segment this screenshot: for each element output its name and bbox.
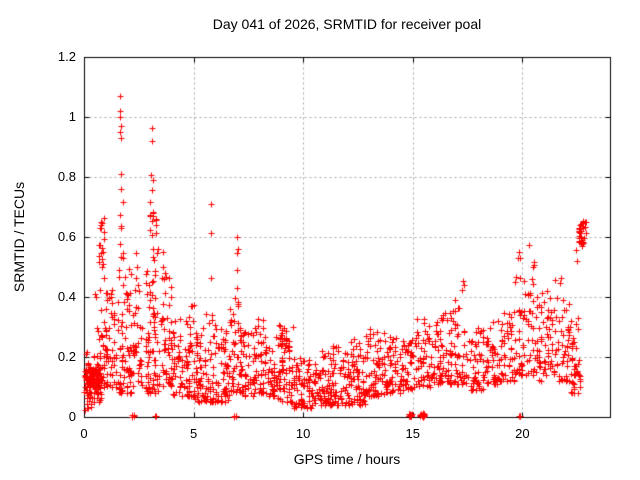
y-tick-label: 0 bbox=[68, 409, 76, 424]
y-tick-label: 1.2 bbox=[57, 49, 76, 64]
y-tick-label: 0.4 bbox=[57, 289, 76, 304]
x-tick-label: 5 bbox=[189, 426, 198, 441]
x-tick-label: 0 bbox=[80, 426, 88, 441]
x-axis-label: GPS time / hours bbox=[293, 451, 401, 467]
chart-title: Day 041 of 2026, SRMTID for receiver poa… bbox=[212, 16, 482, 32]
y-tick-label: 1 bbox=[68, 109, 76, 124]
x-tick-label: 15 bbox=[405, 426, 420, 441]
y-tick-label: 0.8 bbox=[57, 169, 76, 184]
x-tick-label: 20 bbox=[515, 426, 530, 441]
y-tick-label: 0.2 bbox=[57, 349, 76, 364]
y-tick-label: 0.6 bbox=[57, 229, 76, 244]
x-tick-label: 10 bbox=[295, 426, 311, 441]
